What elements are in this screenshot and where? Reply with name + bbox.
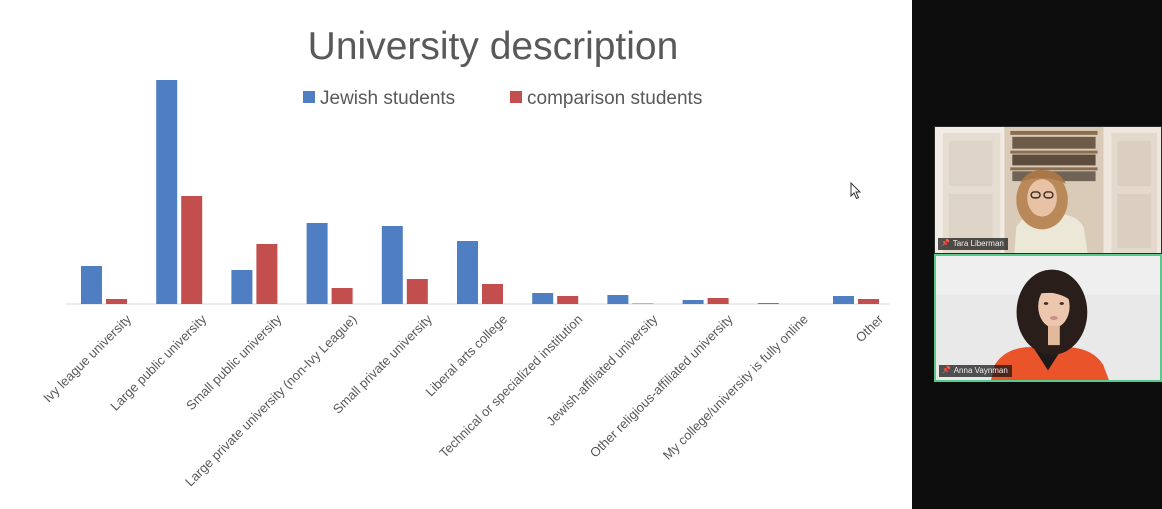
bar-comparison-students-3	[331, 288, 353, 304]
bar-comparison-students-10	[858, 299, 879, 304]
participant-name: Tara Liberman	[952, 239, 1004, 248]
legend-label-jewish-students: Jewish students	[320, 88, 455, 109]
presentation-slide: University description Jewish students c…	[0, 0, 912, 509]
pin-icon: 📌	[942, 367, 951, 374]
legend-label-comparison-students: comparison students	[527, 88, 702, 109]
bar-jewish-students-1	[156, 80, 178, 304]
bar-chart: University description Jewish students c…	[40, 25, 890, 489]
bar-comparison-students-4	[406, 279, 428, 304]
bar-comparison-students-7	[632, 303, 654, 304]
x-tick-label-5: Liberal arts college	[422, 312, 510, 400]
bar-comparison-students-2	[256, 244, 278, 304]
bar-comparison-students-8	[707, 298, 729, 304]
x-tick-label-6: Technical or specialized institution	[436, 312, 585, 461]
x-tick-label-9: My college/university is fully online	[660, 312, 811, 463]
bar-comparison-students-1	[181, 196, 203, 304]
bar-jewish-students-6	[532, 293, 554, 304]
chart-legend: Jewish students comparison students	[303, 88, 702, 109]
bar-comparison-students-0	[106, 299, 127, 304]
video-tile-participant-1[interactable]: 📌 Tara Liberman	[934, 126, 1162, 254]
bar-jewish-students-2	[231, 270, 253, 304]
x-tick-label-10: Other	[853, 311, 887, 345]
chart-title: University description	[308, 25, 679, 68]
participant-video-feed	[935, 127, 1161, 253]
pin-icon: 📌	[941, 240, 950, 247]
bar-jewish-students-8	[682, 300, 704, 304]
legend-swatch-comparison-students	[510, 91, 522, 103]
participant-video-feed	[936, 256, 1160, 380]
bar-comparison-students-5	[482, 284, 503, 304]
bar-jewish-students-0	[81, 266, 102, 304]
bar-jewish-students-5	[457, 241, 478, 304]
bar-comparison-students-6	[557, 296, 579, 304]
participant-name-tag: 📌 Tara Liberman	[938, 238, 1008, 250]
x-tick-label-8: Other religious-affiliated university	[587, 311, 736, 460]
legend-swatch-jewish-students	[303, 91, 315, 103]
bar-jewish-students-4	[381, 226, 403, 304]
x-tick-label-3: Large private university (non-Ivy League…	[182, 312, 360, 490]
bar-jewish-students-9	[757, 303, 779, 304]
bar-jewish-students-3	[306, 223, 328, 304]
participant-name: Anna Vaynman	[953, 366, 1008, 375]
mouse-cursor-icon	[850, 182, 862, 200]
bars-group	[81, 80, 879, 304]
bar-jewish-students-7	[607, 295, 629, 304]
bar-jewish-students-10	[833, 296, 854, 304]
video-tile-participant-2[interactable]: 📌 Anna Vaynman	[934, 254, 1162, 382]
participant-name-tag: 📌 Anna Vaynman	[939, 365, 1012, 377]
